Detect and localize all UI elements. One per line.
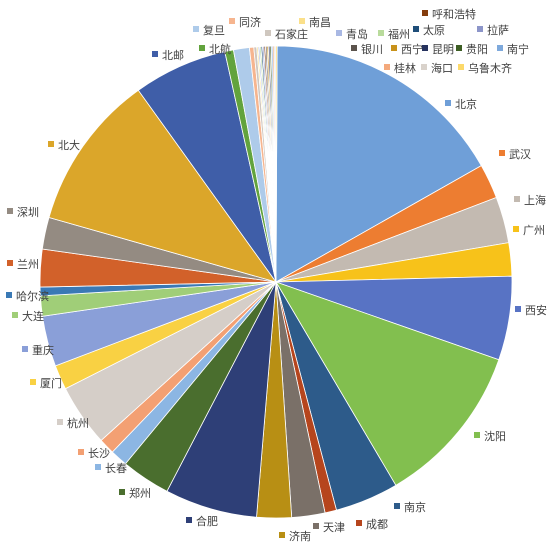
legend-key-杭州 <box>57 419 63 425</box>
legend-key-海口 <box>421 64 427 70</box>
legend-key-长沙 <box>78 449 84 455</box>
slice-label-济南: 济南 <box>289 529 311 543</box>
slice-label-西宁: 西宁 <box>401 42 423 56</box>
legend-key-青岛 <box>336 30 342 36</box>
legend-key-桂林 <box>384 64 390 70</box>
legend-key-北大 <box>48 141 54 147</box>
legend-key-北京 <box>445 100 451 106</box>
slice-label-乌鲁木齐: 乌鲁木齐 <box>468 61 512 75</box>
legend-key-复旦 <box>193 26 199 32</box>
slice-label-成都: 成都 <box>366 518 388 531</box>
slice-label-北邮: 北邮 <box>162 49 184 62</box>
legend-key-长春 <box>95 464 101 470</box>
slice-label-南昌: 南昌 <box>309 16 331 29</box>
slice-label-沈阳: 沈阳 <box>484 429 506 443</box>
slice-label-天津: 天津 <box>323 521 345 534</box>
legend-key-呼和浩特 <box>422 10 428 16</box>
slice-label-北航: 北航 <box>209 42 231 56</box>
slice-label-南宁: 南宁 <box>507 42 529 56</box>
slice-label-青岛: 青岛 <box>346 27 368 41</box>
legend-key-拉萨 <box>477 26 483 32</box>
slice-label-兰州: 兰州 <box>17 258 39 271</box>
legend-key-西安 <box>515 306 521 312</box>
slice-label-杭州: 杭州 <box>67 416 89 430</box>
slice-label-北京: 北京 <box>455 97 477 111</box>
slice-label-合肥: 合肥 <box>196 514 218 528</box>
legend-key-厦门 <box>30 379 36 385</box>
legend-key-济南 <box>279 532 285 538</box>
legend-key-合肥 <box>186 517 192 523</box>
pie-slice-乌鲁木齐 <box>275 45 278 283</box>
slice-label-西安: 西安 <box>525 303 547 317</box>
slice-label-厦门: 厦门 <box>40 376 62 390</box>
slice-label-复旦: 复旦 <box>203 23 225 37</box>
slice-label-昆明: 昆明 <box>432 43 454 56</box>
legend-key-上海 <box>514 196 520 202</box>
legend-key-西宁 <box>391 45 397 51</box>
slice-label-太原: 太原 <box>423 24 445 37</box>
legend-key-同济 <box>229 18 235 24</box>
slice-label-郑州: 郑州 <box>129 486 151 500</box>
pie-slice-北大 <box>48 89 277 283</box>
legend-key-郑州 <box>119 489 125 495</box>
legend-key-福州 <box>378 30 384 36</box>
slice-label-北大: 北大 <box>58 138 80 152</box>
slice-label-银川: 银川 <box>361 42 383 56</box>
slice-label-石家庄: 石家庄 <box>275 27 308 41</box>
slice-label-长春: 长春 <box>105 462 127 475</box>
pie-slices <box>39 45 513 519</box>
legend-key-成都 <box>356 520 362 526</box>
slice-label-广州: 广州 <box>523 224 545 237</box>
legend-key-沈阳 <box>474 432 480 438</box>
legend-key-天津 <box>313 523 319 529</box>
slice-label-武汉: 武汉 <box>509 148 531 161</box>
slice-label-重庆: 重庆 <box>32 343 54 357</box>
legend-key-南昌 <box>299 18 305 24</box>
legend-key-武汉 <box>499 150 505 156</box>
slice-label-哈尔滨: 哈尔滨 <box>16 289 49 303</box>
legend-key-深圳 <box>7 208 13 214</box>
legend-key-广州 <box>513 226 519 232</box>
legend-key-重庆 <box>22 346 28 352</box>
slice-label-南京: 南京 <box>404 500 426 514</box>
slice-label-大连: 大连 <box>22 309 44 323</box>
slice-label-福州: 福州 <box>388 27 410 41</box>
slice-label-长沙: 长沙 <box>88 447 110 460</box>
legend-key-南京 <box>394 503 400 509</box>
slice-label-呼和浩特: 呼和浩特 <box>432 7 476 21</box>
pie-slice-沈阳 <box>275 281 500 486</box>
pie-slice-北京 <box>275 45 482 283</box>
legend-key-银川 <box>351 45 357 51</box>
slice-label-拉萨: 拉萨 <box>487 23 509 37</box>
legend-key-北邮 <box>152 51 158 57</box>
legend-key-太原 <box>413 26 419 32</box>
legend-key-南宁 <box>497 45 503 51</box>
legend-key-昆明 <box>422 45 428 51</box>
legend-key-北航 <box>199 45 205 51</box>
legend-key-乌鲁木齐 <box>458 64 464 70</box>
legend-key-哈尔滨 <box>6 292 12 298</box>
legend-key-大连 <box>12 312 18 318</box>
slice-label-贵阳: 贵阳 <box>466 43 488 56</box>
legend-key-石家庄 <box>265 30 271 36</box>
slice-label-深圳: 深圳 <box>17 206 39 219</box>
legend-key-贵阳 <box>456 45 462 51</box>
slice-label-上海: 上海 <box>524 193 546 207</box>
legend-key-兰州 <box>7 260 13 266</box>
slice-label-桂林: 桂林 <box>394 61 416 75</box>
slice-label-同济: 同济 <box>239 15 261 29</box>
slice-label-海口: 海口 <box>431 61 453 75</box>
